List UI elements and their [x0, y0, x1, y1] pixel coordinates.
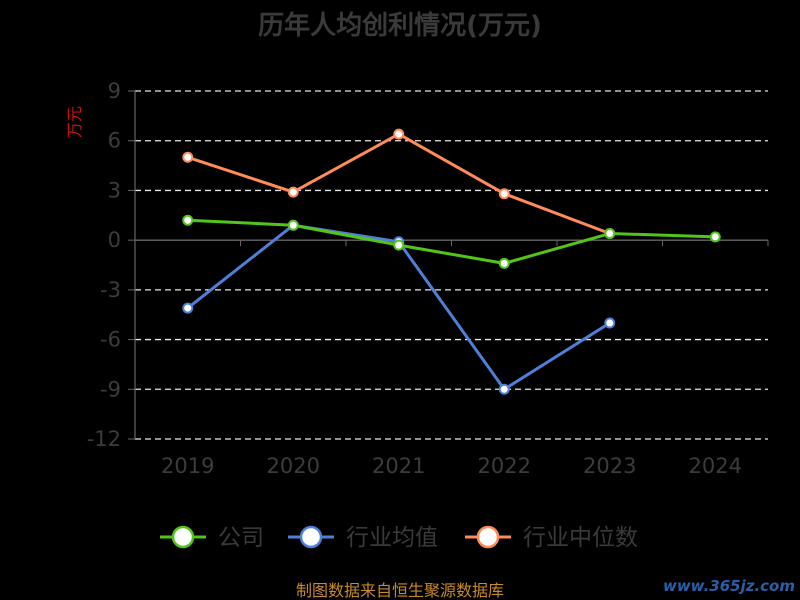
data-point	[287, 186, 299, 198]
watermark: www.365jz.com	[663, 577, 795, 595]
legend-label: 行业中位数	[523, 525, 638, 551]
data-point	[287, 219, 299, 231]
legend-swatch-marker	[476, 525, 500, 549]
data-point	[498, 257, 510, 269]
series-line	[187, 218, 716, 265]
y-tick-label: -3	[100, 278, 121, 302]
legend-item[interactable]: 行业均值	[288, 525, 438, 551]
legend-label: 公司	[218, 525, 264, 551]
y-tick-label: 3	[108, 178, 121, 202]
data-point	[393, 239, 405, 251]
source-note: 制图数据来自恒生聚源数据库	[296, 581, 504, 600]
y-tick-label: 6	[108, 129, 121, 153]
series-layer	[182, 128, 721, 395]
y-tick-label: -12	[87, 427, 121, 451]
gridlines	[135, 90, 768, 440]
y-tick-label: 9	[108, 79, 121, 103]
data-point	[498, 188, 510, 200]
series-0	[182, 214, 721, 269]
legend-item[interactable]: 公司	[160, 525, 264, 551]
x-axis-ticks: 2019 2020 2021 2022 2023 2024	[134, 240, 769, 478]
series-line	[187, 132, 611, 235]
legend-label: 行业均值	[346, 525, 438, 551]
axes	[134, 91, 768, 439]
data-point	[604, 228, 616, 240]
y-axis-ticks: 9 6 3 0 -3 -6 -9 -12	[87, 79, 135, 451]
data-point	[498, 383, 510, 395]
legend-item[interactable]: 行业中位数	[465, 525, 638, 551]
legend-swatch-marker	[299, 525, 323, 549]
x-tick-label: 2024	[689, 454, 742, 478]
y-tick-label: -6	[100, 328, 121, 352]
data-point	[182, 214, 194, 226]
legend-swatch-marker	[171, 525, 195, 549]
data-point	[604, 317, 616, 329]
data-point	[393, 128, 405, 140]
data-point	[709, 231, 721, 243]
legend: 公司 行业均值 行业中位数	[160, 525, 638, 551]
x-tick-label: 2023	[583, 454, 636, 478]
y-axis-label: 万元	[65, 106, 84, 138]
x-tick-label: 2019	[161, 454, 214, 478]
y-tick-label: -9	[100, 377, 121, 401]
x-tick-label: 2021	[372, 454, 425, 478]
y-tick-label: 0	[108, 228, 121, 252]
x-tick-label: 2020	[267, 454, 320, 478]
x-tick-label: 2022	[478, 454, 531, 478]
data-point	[182, 302, 194, 314]
data-point	[182, 151, 194, 163]
chart-title: 历年人均创利情况(万元)	[258, 10, 542, 41]
